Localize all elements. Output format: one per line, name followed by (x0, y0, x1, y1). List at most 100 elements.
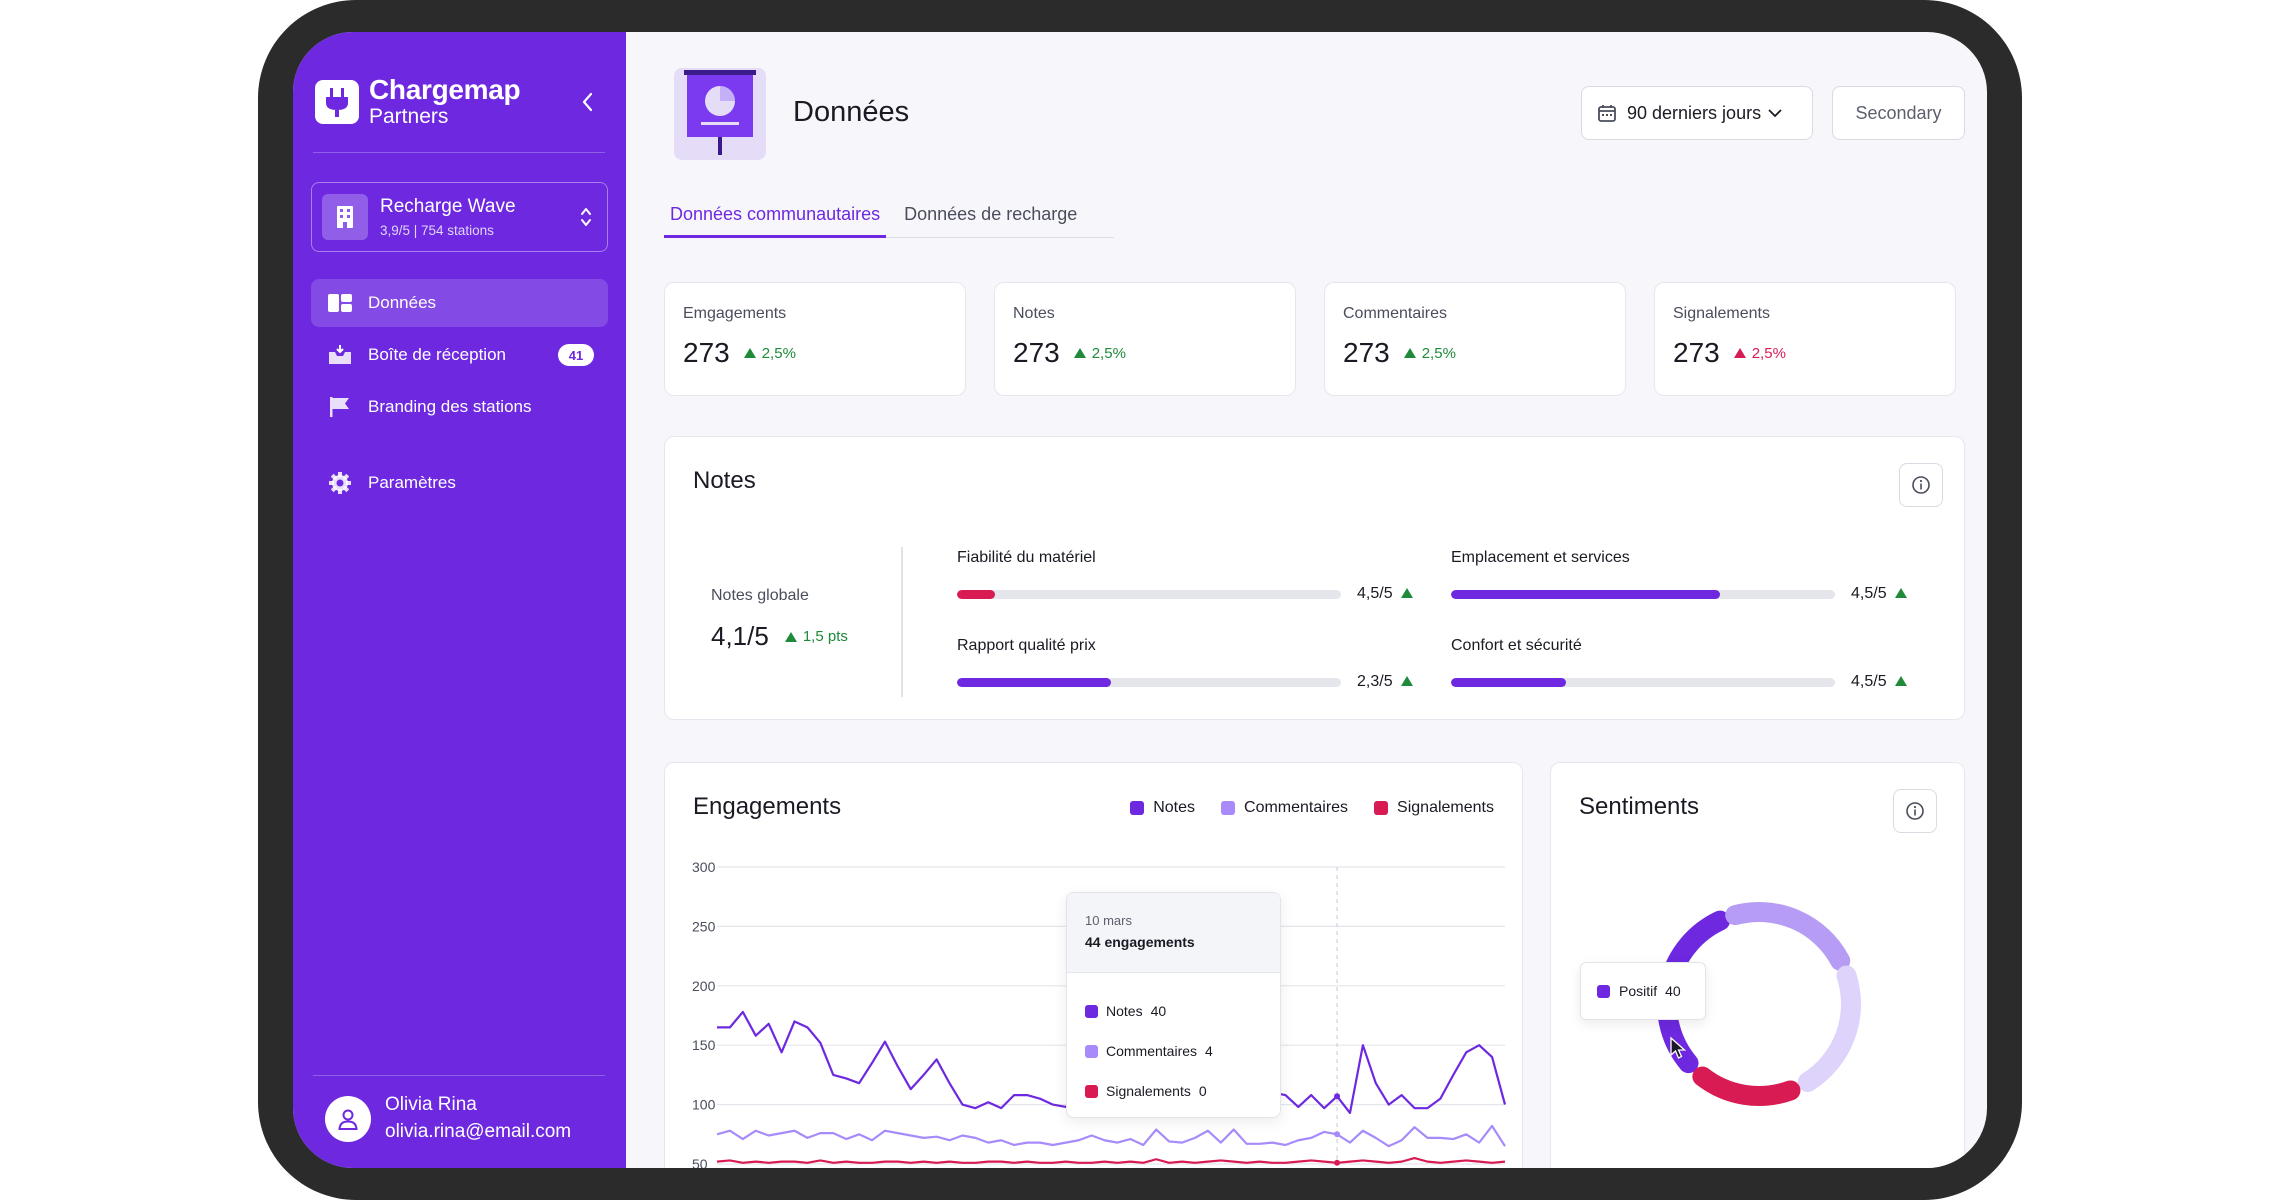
inbox-count-badge: 41 (558, 344, 594, 366)
calendar-icon (1598, 105, 1616, 122)
kpi-value: 273 (683, 337, 730, 368)
kpi-delta: 2,5% (1733, 344, 1786, 362)
sidebar-item-branding[interactable]: Branding des stations (311, 383, 608, 431)
kpi-delta: 2,5% (743, 345, 796, 362)
metric-value: 4,5/5 (1851, 673, 1907, 691)
donut-segment-segment-3 (1797, 965, 1861, 1093)
kpi-card-signalements: Signalements 273 2,5% (1654, 282, 1956, 396)
secondary-button[interactable]: Secondary (1832, 86, 1965, 140)
legend-item-notes[interactable]: Notes (1130, 799, 1195, 817)
collapse-sidebar-button[interactable] (573, 84, 601, 120)
date-range-dropdown[interactable]: 90 derniers jours (1581, 86, 1813, 140)
metric-label: Rapport qualité prix (957, 637, 1096, 654)
sidebar-item-donnees[interactable]: Données (311, 279, 608, 327)
user-profile[interactable]: Olivia Rina olivia.rina@email.com (325, 1092, 571, 1145)
building-icon (322, 194, 368, 240)
presentation-chart-icon (674, 68, 766, 160)
global-rating-value: 4,1/5 (711, 621, 769, 651)
trend-up-icon (784, 631, 797, 642)
metric-confort-securite: Confort et sécurité 4,5/5 (1451, 637, 1926, 691)
sentiment-tooltip: Positif 40 (1580, 962, 1706, 1020)
sidebar-nav: Données Boîte de réception 41 Branding d… (311, 279, 608, 511)
plug-logo-icon (315, 79, 359, 124)
tooltip-item-signalements: Signalements 0 (1085, 1071, 1262, 1111)
global-rating-delta-value: 1,5 pts (802, 628, 848, 645)
kpi-delta-value: 2,5% (1421, 344, 1456, 362)
tooltip-date: 10 mars (1085, 913, 1132, 928)
info-icon (1912, 476, 1930, 494)
sidebar-item-parametres[interactable]: Paramètres (311, 459, 608, 507)
tab-donnees-recharge[interactable]: Données de recharge (904, 204, 1078, 224)
legend-label: Commentaires (1244, 799, 1349, 816)
kpi-value: 273 (1013, 337, 1060, 368)
chevron-down-icon (1768, 109, 1782, 118)
avatar (325, 1095, 371, 1142)
metric-progress-bar (1451, 589, 1835, 599)
brand-subtitle: Partners (369, 105, 449, 128)
sentiment-tooltip-label: Positif (1619, 983, 1658, 999)
kpi-label: Emgagements (683, 305, 787, 322)
inbox-icon (326, 343, 354, 367)
legend-item-commentaires[interactable]: Commentaires (1221, 799, 1348, 817)
legend-swatch (1221, 801, 1236, 815)
series-line-commentaires (716, 1124, 1506, 1148)
metric-progress-bar (1451, 677, 1835, 687)
tab-donnees-communautaires[interactable]: Données communautaires (664, 204, 887, 238)
notes-card: Notes Notes globale 4,1/5 1,5 pts Fiabil… (664, 436, 1965, 720)
trend-up-icon (1894, 588, 1907, 598)
sidebar-divider (313, 152, 605, 153)
page-title: Données (793, 96, 910, 128)
kpi-delta: 2,5% (1403, 344, 1456, 362)
sentiment-tooltip-value: 40 (1665, 983, 1681, 999)
kpi-card-notes: Notes 273 2,5% (994, 282, 1296, 396)
tooltip-item-notes: Notes 40 (1085, 991, 1262, 1031)
tooltip-total: 44 engagements (1085, 934, 1195, 950)
brand-name: Chargemap (369, 74, 521, 105)
sidebar-item-label: Branding des stations (368, 397, 532, 416)
sidebar-item-label: Boîte de réception (368, 345, 506, 364)
user-email: olivia.rina@email.com (385, 1120, 572, 1142)
tablet-frame: Chargemap Partners Recharge Wave 3,9/5 |… (258, 0, 2022, 1200)
donut-segment-segment-2 (1725, 902, 1851, 971)
hover-point (1334, 1159, 1341, 1166)
metric-progress-fill (1451, 589, 1720, 599)
global-rating-label: Notes globale (711, 587, 809, 604)
y-tick-label: 100 (692, 1097, 716, 1113)
main-content: Données 90 derniers jours Secondary Donn… (626, 32, 1987, 1168)
notes-info-button[interactable] (1899, 463, 1943, 507)
user-icon (338, 1109, 358, 1130)
metric-value: 2,3/5 (1357, 673, 1413, 691)
kpi-delta-value: 2,5% (1751, 344, 1786, 362)
legend-item-signalements[interactable]: Signalements (1374, 799, 1494, 817)
sidebar-item-inbox[interactable]: Boîte de réception 41 (311, 331, 608, 379)
metric-value: 4,5/5 (1357, 585, 1413, 603)
sidebar: Chargemap Partners Recharge Wave 3,9/5 |… (293, 32, 626, 1168)
brand: Chargemap Partners (315, 74, 521, 128)
gear-icon (326, 471, 354, 495)
trend-up-icon (1400, 676, 1413, 686)
kpi-row: Emgagements 273 2,5% Notes 273 2,5% Commen… (664, 282, 1956, 396)
sentiments-info-button[interactable] (1893, 789, 1937, 833)
kpi-label: Signalements (1673, 305, 1770, 322)
metric-progress-fill (957, 677, 1111, 687)
kpi-value: 273 (1343, 337, 1390, 368)
trend-up-icon (743, 348, 756, 358)
kpi-card-engagements: Emgagements 273 2,5% (664, 282, 966, 396)
chevron-left-icon (582, 92, 593, 112)
y-tick-label: 150 (692, 1037, 716, 1053)
metric-label: Confort et sécurité (1451, 637, 1582, 654)
notes-title: Notes (693, 467, 756, 494)
metric-emplacement: Emplacement et services 4,5/5 (1451, 549, 1926, 603)
y-tick-label: 50 (692, 1156, 708, 1168)
metric-progress-fill (957, 589, 996, 599)
trend-up-icon (1733, 348, 1746, 358)
vertical-divider (901, 547, 903, 697)
donut-segment-segment-4 (1692, 1066, 1801, 1106)
y-tick-label: 200 (692, 978, 716, 994)
metric-progress-bar (957, 589, 1341, 599)
metric-value: 4,5/5 (1851, 585, 1907, 603)
engagements-title: Engagements (693, 793, 842, 820)
trend-up-icon (1894, 676, 1907, 686)
station-selector[interactable]: Recharge Wave 3,9/5 | 754 stations (311, 182, 608, 252)
chart-tooltip: 10 mars 44 engagements Notes 40 Commentai… (1066, 892, 1281, 1118)
